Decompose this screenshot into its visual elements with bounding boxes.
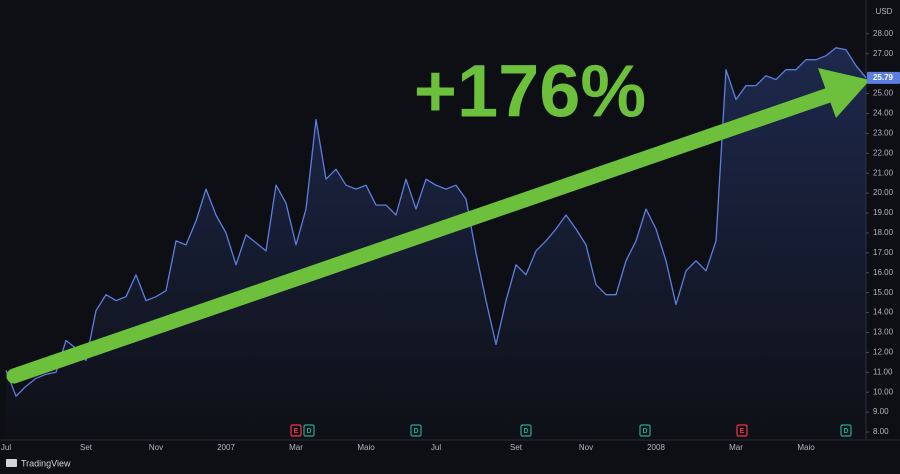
event-marker: D (639, 424, 651, 437)
x-tick-label: Mar (289, 443, 303, 452)
x-tick-label: Set (510, 443, 523, 452)
event-box (840, 424, 852, 437)
y-tick-label: 25.00 (873, 89, 894, 98)
y-tick-label: 23.00 (873, 129, 894, 138)
area (6, 47, 866, 441)
arrow-head (818, 68, 870, 118)
last-price-box (867, 71, 900, 84)
x-tick-label: Set (80, 443, 93, 452)
y-tick-label: 11.00 (873, 367, 893, 376)
y-tick-label: 9.00 (873, 407, 889, 416)
x-tick-label: Maio (797, 443, 815, 452)
event-marker: E (736, 424, 748, 437)
trend-arrow (6, 68, 870, 384)
y-tick-label: 20.00 (873, 188, 894, 197)
x-tick-label: Nov (579, 443, 593, 452)
y-tick-label: 18.00 (873, 228, 894, 237)
brand: TradingView (6, 458, 71, 468)
event-label: D (642, 428, 647, 435)
y-tick-label: 15.00 (873, 288, 894, 297)
annotation: +176% (414, 50, 646, 133)
brand-logo (6, 459, 17, 467)
x-tick-label: Mar (729, 443, 743, 452)
event-box (736, 424, 748, 437)
event-marker: D (520, 424, 532, 437)
event-box (520, 424, 532, 437)
event-box (303, 424, 315, 437)
event-label: D (843, 428, 848, 435)
y-tick-label: 14.00 (873, 308, 894, 317)
event-label: E (740, 428, 745, 435)
x-tick-label: Jul (431, 443, 441, 452)
event-marker: D (410, 424, 422, 437)
y-tick-label: 16.00 (873, 268, 894, 277)
event-marker: E (290, 424, 302, 437)
x-tick-label: Nov (149, 443, 163, 452)
x-tick-label: Jul (1, 443, 11, 452)
event-label: E (294, 428, 299, 435)
event-label: D (306, 428, 311, 435)
brand-name: TradingView (21, 458, 71, 468)
y-tick-label: 24.00 (873, 109, 894, 118)
event-box (639, 424, 651, 437)
y-tick-label: 13.00 (873, 328, 894, 337)
x-tick-label: Maio (357, 443, 375, 452)
y-tick-label: 28.00 (873, 29, 894, 38)
y-tick-label: 21.00 (873, 168, 894, 177)
y-tick-label: 8.00 (873, 427, 889, 436)
event-box (290, 424, 302, 437)
arrow-shaft (6, 86, 840, 384)
event-box (410, 424, 422, 437)
event-label: D (523, 428, 528, 435)
y-tick-label: 22.00 (873, 148, 894, 157)
event-label: D (413, 428, 418, 435)
y-tick-label: 19.00 (873, 208, 894, 217)
currency-label: USD (876, 7, 893, 16)
x-tick-label: 2008 (647, 443, 665, 452)
y-tick-label: 17.00 (873, 248, 894, 257)
last-price-label: 25.79 (873, 73, 894, 82)
y-tick-label: 27.00 (873, 49, 894, 58)
y-tick-label: 10.00 (873, 387, 894, 396)
x-tick-label: 2007 (217, 443, 235, 452)
y-tick-label: 12.00 (873, 348, 894, 357)
event-marker: D (303, 424, 315, 437)
event-marker: D (840, 424, 852, 437)
